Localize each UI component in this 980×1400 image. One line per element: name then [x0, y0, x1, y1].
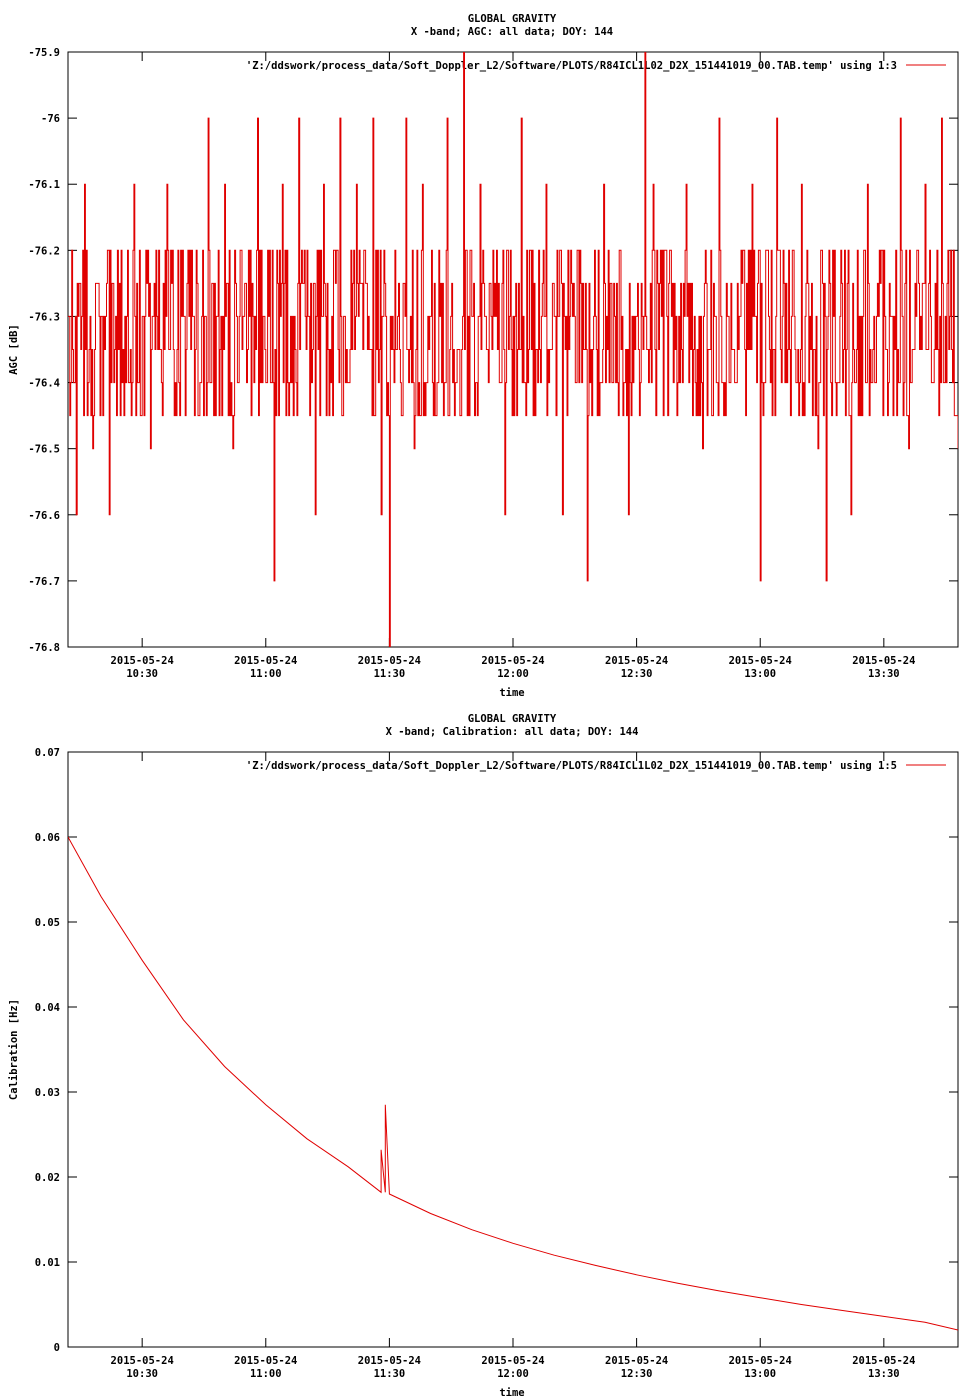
- y-tick-label: -76.5: [28, 444, 60, 456]
- chart-subtitle: X -band; AGC: all data; DOY: 144: [411, 26, 613, 38]
- x-tick-label-time: 13:30: [868, 1368, 900, 1380]
- x-tick-label-date: 2015-05-24: [481, 1355, 544, 1367]
- y-tick-label: 0.06: [35, 832, 60, 844]
- x-tick-label-time: 12:00: [497, 1368, 529, 1380]
- x-tick-label-date: 2015-05-24: [111, 1355, 174, 1367]
- x-tick-label-time: 11:30: [374, 668, 406, 680]
- x-tick-label-date: 2015-05-24: [729, 1355, 792, 1367]
- series-line-1: [68, 836, 958, 1331]
- y-axis-label: AGC [dB]: [8, 324, 20, 375]
- y-tick-label: -76: [41, 113, 60, 125]
- y-tick-label: 0.04: [35, 1002, 60, 1014]
- legend-label: 'Z:/ddswork/process_data/Soft_Doppler_L2…: [246, 60, 897, 72]
- series-line-1: [68, 52, 958, 647]
- x-tick-label-date: 2015-05-24: [234, 655, 297, 667]
- x-tick-label-time: 11:00: [250, 1368, 282, 1380]
- y-tick-label: 0: [54, 1342, 60, 1354]
- chart-title: GLOBAL GRAVITY: [468, 13, 557, 25]
- y-tick-label: -76.8: [28, 642, 60, 654]
- y-tick-label: 0.07: [35, 747, 60, 759]
- x-tick-label-date: 2015-05-24: [605, 1355, 668, 1367]
- y-axis-label: Calibration [Hz]: [8, 999, 20, 1100]
- x-tick-label-time: 13:00: [744, 668, 776, 680]
- x-tick-label-date: 2015-05-24: [605, 655, 668, 667]
- x-tick-label-time: 12:00: [497, 668, 529, 680]
- x-tick-label-date: 2015-05-24: [852, 1355, 915, 1367]
- y-tick-label: 0.02: [35, 1172, 60, 1184]
- x-axis-label: time: [499, 1387, 524, 1399]
- y-tick-label: 0.01: [35, 1257, 60, 1269]
- y-tick-label: -76.4: [28, 378, 60, 390]
- y-tick-label: -76.2: [28, 245, 60, 257]
- x-tick-label-date: 2015-05-24: [358, 1355, 421, 1367]
- x-tick-label-time: 10:30: [126, 1368, 158, 1380]
- y-tick-label: -76.6: [28, 510, 60, 522]
- x-tick-label-date: 2015-05-24: [358, 655, 421, 667]
- x-tick-label-time: 11:30: [374, 1368, 406, 1380]
- x-tick-label-time: 11:00: [250, 668, 282, 680]
- legend-label: 'Z:/ddswork/process_data/Soft_Doppler_L2…: [246, 760, 897, 772]
- x-tick-label-time: 10:30: [126, 668, 158, 680]
- y-tick-label: 0.05: [35, 917, 60, 929]
- y-tick-label: -76.7: [28, 576, 60, 588]
- x-tick-label-date: 2015-05-24: [852, 655, 915, 667]
- y-tick-label: -75.9: [28, 47, 60, 59]
- x-tick-label-date: 2015-05-24: [234, 1355, 297, 1367]
- x-tick-label-date: 2015-05-24: [111, 655, 174, 667]
- y-tick-label: -76.3: [28, 311, 60, 323]
- x-tick-label-date: 2015-05-24: [481, 655, 544, 667]
- x-tick-label-time: 12:30: [621, 668, 653, 680]
- plot-frame: [67, 751, 959, 1348]
- x-tick-label-date: 2015-05-24: [729, 655, 792, 667]
- x-tick-label-time: 13:30: [868, 668, 900, 680]
- x-tick-label-time: 12:30: [621, 1368, 653, 1380]
- x-tick-label-time: 13:00: [744, 1368, 776, 1380]
- chart-title: GLOBAL GRAVITY: [468, 713, 557, 725]
- y-tick-label: 0.03: [35, 1087, 60, 1099]
- x-axis-label: time: [499, 687, 524, 699]
- y-tick-label: -76.1: [28, 179, 60, 191]
- chart-subtitle: X -band; Calibration: all data; DOY: 144: [386, 726, 639, 738]
